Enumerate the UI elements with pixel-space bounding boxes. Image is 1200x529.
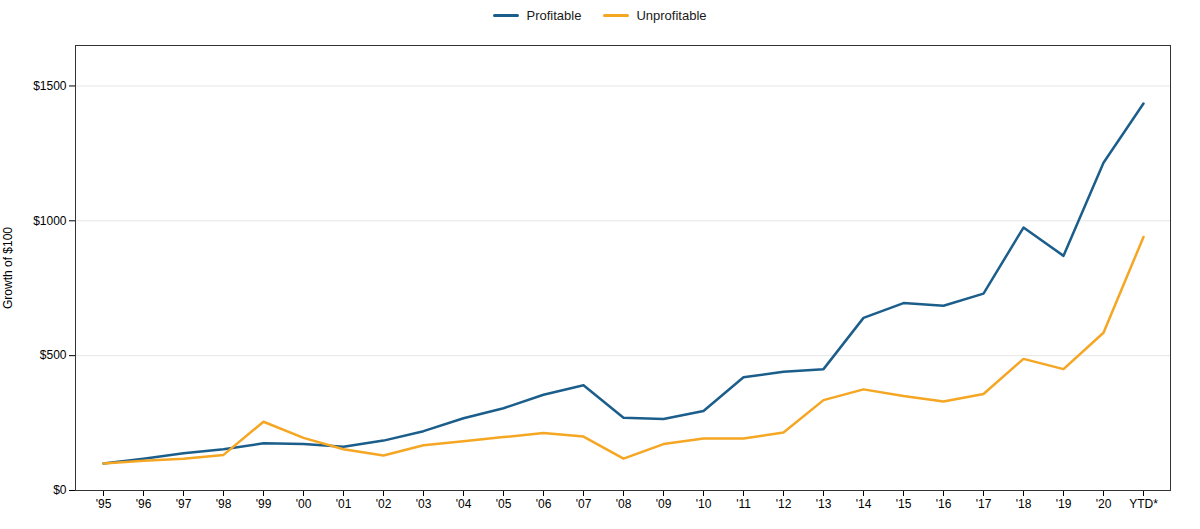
svg-text:'20: '20: [1096, 497, 1112, 511]
svg-text:'96: '96: [136, 497, 152, 511]
svg-text:'97: '97: [176, 497, 192, 511]
svg-text:$1000: $1000: [33, 214, 67, 228]
svg-text:'98: '98: [216, 497, 232, 511]
svg-text:'18: '18: [1016, 497, 1032, 511]
svg-text:'07: '07: [576, 497, 592, 511]
svg-text:'08: '08: [616, 497, 632, 511]
svg-text:Growth of $100: Growth of $100: [1, 227, 15, 309]
svg-text:$500: $500: [40, 348, 67, 362]
svg-text:'06: '06: [536, 497, 552, 511]
svg-text:'15: '15: [896, 497, 912, 511]
svg-text:'17: '17: [976, 497, 992, 511]
svg-text:'19: '19: [1056, 497, 1072, 511]
svg-text:'16: '16: [936, 497, 952, 511]
svg-text:'13: '13: [816, 497, 832, 511]
svg-text:$0: $0: [53, 483, 67, 497]
html-text:Profitable: Profitable: [526, 7, 582, 23]
svg-text:YTD*: YTD*: [1129, 497, 1158, 511]
svg-text:'11: '11: [736, 497, 751, 511]
svg-text:'00: '00: [296, 497, 312, 511]
svg-text:'14: '14: [856, 497, 872, 511]
svg-text:'95: '95: [96, 497, 112, 511]
svg-text:'02: '02: [376, 497, 392, 511]
svg-text:'04: '04: [456, 497, 472, 511]
svg-text:'09: '09: [656, 497, 672, 511]
svg-text:'99: '99: [256, 497, 272, 511]
svg-text:'10: '10: [696, 497, 712, 511]
svg-text:$1500: $1500: [33, 79, 67, 93]
html-text:Unprofitable: Unprofitable: [636, 7, 707, 23]
svg-text:'05: '05: [496, 497, 512, 511]
svg-text:'01: '01: [336, 497, 352, 511]
svg-text:'03: '03: [416, 497, 432, 511]
svg-text:'12: '12: [776, 497, 792, 511]
